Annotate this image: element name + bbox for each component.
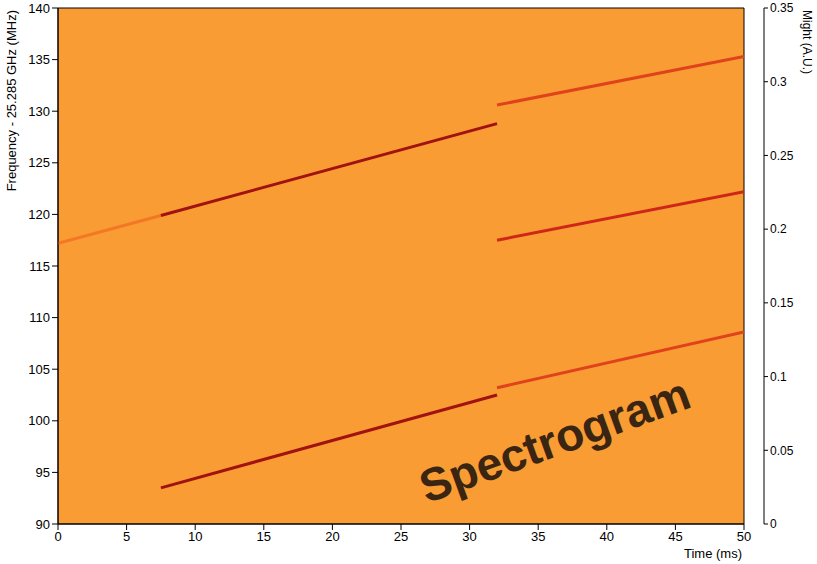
svg-text:135: 135 [28,52,50,67]
svg-text:0.15: 0.15 [770,296,794,310]
svg-text:95: 95 [36,465,50,480]
svg-text:40: 40 [600,529,614,544]
svg-text:0.1: 0.1 [770,370,787,384]
svg-text:Spectrogram: Spectrogram [412,367,696,513]
svg-text:90: 90 [36,517,50,532]
svg-text:Time (ms): Time (ms) [684,546,742,561]
svg-text:0.25: 0.25 [770,149,794,163]
svg-text:130: 130 [28,104,50,119]
svg-text:0.2: 0.2 [770,222,787,236]
svg-text:45: 45 [668,529,682,544]
svg-text:0.3: 0.3 [770,75,787,89]
svg-text:Might (A.U.): Might (A.U.) [800,10,814,74]
svg-text:25: 25 [394,529,408,544]
svg-text:0: 0 [54,529,61,544]
svg-text:0.05: 0.05 [770,444,794,458]
svg-text:10: 10 [188,529,202,544]
svg-text:5: 5 [123,529,130,544]
svg-text:115: 115 [29,259,50,274]
svg-text:140: 140 [28,1,50,16]
svg-text:0.35: 0.35 [770,1,794,15]
svg-text:125: 125 [28,155,50,170]
svg-text:15: 15 [257,529,271,544]
svg-text:120: 120 [28,207,50,222]
svg-text:0: 0 [770,517,777,531]
svg-text:30: 30 [462,529,476,544]
svg-text:100: 100 [28,413,50,428]
svg-text:105: 105 [28,362,50,377]
svg-text:20: 20 [325,529,339,544]
svg-text:35: 35 [531,529,545,544]
svg-text:110: 110 [29,310,50,325]
svg-text:Frequency - 25.285 GHz (MHz): Frequency - 25.285 GHz (MHz) [4,10,19,191]
svg-text:50: 50 [737,529,751,544]
